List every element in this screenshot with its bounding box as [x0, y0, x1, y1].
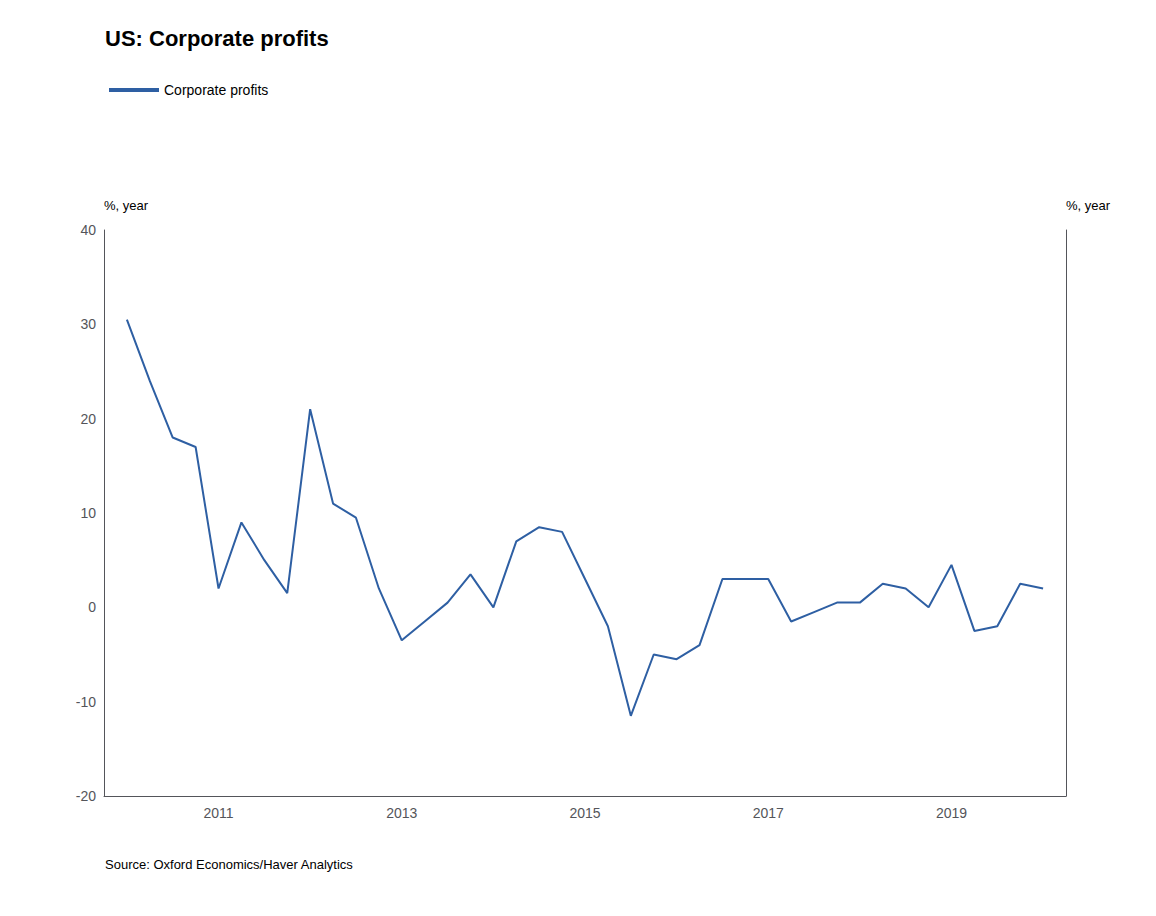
- svg-text:0: 0: [88, 599, 96, 615]
- svg-text:US: Corporate profits: US: Corporate profits: [105, 26, 329, 51]
- svg-text:-10: -10: [76, 694, 96, 710]
- svg-text:40: 40: [80, 222, 96, 238]
- svg-text:30: 30: [80, 316, 96, 332]
- svg-text:2017: 2017: [753, 805, 784, 821]
- svg-text:10: 10: [80, 505, 96, 521]
- svg-text:2013: 2013: [386, 805, 417, 821]
- svg-text:2015: 2015: [569, 805, 600, 821]
- svg-text:Source: Oxford Economics/Haver: Source: Oxford Economics/Haver Analytics: [105, 857, 353, 872]
- svg-text:20: 20: [80, 411, 96, 427]
- svg-text:%, year: %, year: [1066, 198, 1111, 213]
- svg-text:2011: 2011: [203, 805, 233, 821]
- svg-text:Corporate profits: Corporate profits: [164, 82, 268, 98]
- svg-text:%, year: %, year: [104, 198, 149, 213]
- svg-text:2019: 2019: [936, 805, 967, 821]
- svg-text:-20: -20: [76, 788, 96, 804]
